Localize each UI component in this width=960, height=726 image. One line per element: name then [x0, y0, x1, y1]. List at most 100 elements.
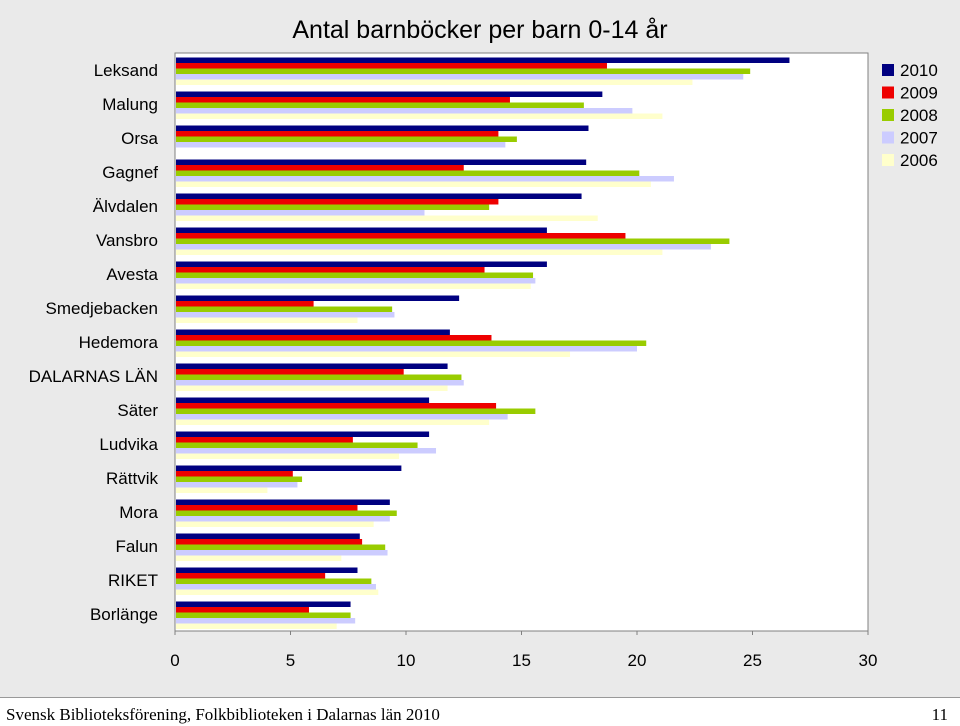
footer: Svensk Biblioteksförening, Folkbibliotek… — [0, 697, 960, 726]
bar-2007-1 — [176, 108, 633, 114]
bar-2006-8 — [176, 351, 571, 357]
legend-swatch-2007 — [882, 131, 894, 144]
bar-2008-9 — [176, 374, 462, 380]
category-label: Leksand — [94, 61, 158, 80]
x-tick-label: 15 — [512, 651, 531, 670]
bar-2007-16 — [176, 618, 356, 624]
bar-2007-2 — [176, 142, 506, 148]
bar-2008-4 — [176, 204, 490, 210]
x-tick-label: 0 — [170, 651, 179, 670]
bar-2010-1 — [176, 91, 603, 97]
chart-title: Antal barnböcker per barn 0-14 år — [292, 16, 667, 44]
bar-2010-14 — [176, 533, 360, 539]
bar-2008-2 — [176, 136, 517, 142]
bar-2008-13 — [176, 510, 397, 516]
category-label: Älvdalen — [93, 197, 158, 216]
bar-2010-6 — [176, 261, 547, 267]
bar-2008-0 — [176, 68, 751, 74]
bar-2010-5 — [176, 227, 547, 233]
bar-2009-11 — [176, 437, 353, 443]
bar-2006-12 — [176, 487, 268, 493]
bar-2009-9 — [176, 369, 404, 375]
x-tick-label: 10 — [397, 651, 416, 670]
bar-2006-5 — [176, 249, 663, 255]
bar-2006-0 — [176, 79, 693, 85]
legend-label-2006: 2006 — [900, 151, 938, 170]
bar-2008-1 — [176, 102, 584, 108]
bar-2007-7 — [176, 312, 395, 318]
bar-2008-10 — [176, 408, 536, 414]
bar-2010-9 — [176, 363, 448, 369]
bar-2007-11 — [176, 448, 437, 454]
category-label: Rättvik — [106, 469, 158, 488]
x-tick-label: 20 — [628, 651, 647, 670]
legend-label-2009: 2009 — [900, 84, 938, 103]
x-tick-label: 25 — [743, 651, 762, 670]
bar-2010-7 — [176, 295, 460, 301]
bar-2008-3 — [176, 170, 640, 176]
bar-2006-13 — [176, 521, 374, 527]
category-label: Falun — [115, 537, 158, 556]
bar-2009-6 — [176, 267, 485, 273]
legend-swatch-2008 — [882, 109, 894, 121]
category-label: Orsa — [121, 129, 158, 148]
category-label: Smedjebacken — [46, 299, 158, 318]
bar-2010-15 — [176, 567, 358, 573]
bar-2008-5 — [176, 238, 730, 244]
chart: Antal barnböcker per barn 0-14 år Leksan… — [29, 16, 938, 670]
bar-2007-4 — [176, 210, 425, 216]
x-tick-label: 5 — [286, 651, 295, 670]
page-number: 11 — [931, 705, 948, 724]
bar-2009-3 — [176, 165, 464, 171]
bar-2010-3 — [176, 159, 587, 165]
bar-2008-14 — [176, 544, 386, 550]
bar-2009-7 — [176, 301, 314, 307]
legend-swatch-2009 — [882, 86, 894, 99]
bar-2007-10 — [176, 414, 508, 420]
bar-2009-1 — [176, 97, 510, 103]
bar-2006-15 — [176, 589, 379, 595]
bar-2008-8 — [176, 340, 647, 346]
legend-label-2007: 2007 — [900, 129, 938, 148]
category-label: Hedemora — [79, 333, 159, 352]
bar-2010-10 — [176, 397, 430, 403]
category-label: Malung — [102, 95, 158, 114]
legend-swatch-2006 — [882, 154, 894, 166]
bar-2009-0 — [176, 63, 607, 69]
bar-2007-12 — [176, 482, 298, 488]
bar-2007-0 — [176, 74, 744, 80]
category-label: Ludvika — [99, 435, 158, 454]
bar-2006-7 — [176, 317, 358, 323]
bar-2006-14 — [176, 555, 342, 561]
legend-swatch-2010 — [882, 64, 894, 76]
category-label: DALARNAS LÄN — [29, 367, 158, 386]
bar-2006-3 — [176, 181, 651, 187]
bar-2009-10 — [176, 403, 497, 409]
bar-2009-2 — [176, 131, 499, 137]
category-label: Säter — [117, 401, 158, 420]
bar-2008-11 — [176, 442, 418, 448]
bar-2006-10 — [176, 419, 490, 425]
bar-2006-9 — [176, 385, 448, 391]
bar-2006-6 — [176, 283, 531, 289]
bar-2010-0 — [176, 57, 790, 63]
category-label: RIKET — [108, 571, 158, 590]
bar-2009-13 — [176, 505, 358, 511]
category-label: Vansbro — [96, 231, 158, 250]
bar-2008-12 — [176, 476, 303, 482]
bar-2007-9 — [176, 380, 464, 386]
bar-2010-13 — [176, 499, 390, 505]
category-label: Gagnef — [102, 163, 158, 182]
bar-2008-7 — [176, 306, 393, 312]
legend-label-2008: 2008 — [900, 106, 938, 125]
bar-2007-8 — [176, 346, 637, 352]
bar-2008-16 — [176, 612, 351, 618]
bar-2009-14 — [176, 539, 363, 545]
bar-2006-16 — [176, 623, 337, 629]
bar-2007-15 — [176, 584, 376, 590]
bar-group — [176, 57, 790, 629]
bar-2006-11 — [176, 453, 400, 459]
bar-2007-5 — [176, 244, 711, 250]
bar-2010-12 — [176, 465, 402, 471]
bar-2009-5 — [176, 233, 626, 239]
